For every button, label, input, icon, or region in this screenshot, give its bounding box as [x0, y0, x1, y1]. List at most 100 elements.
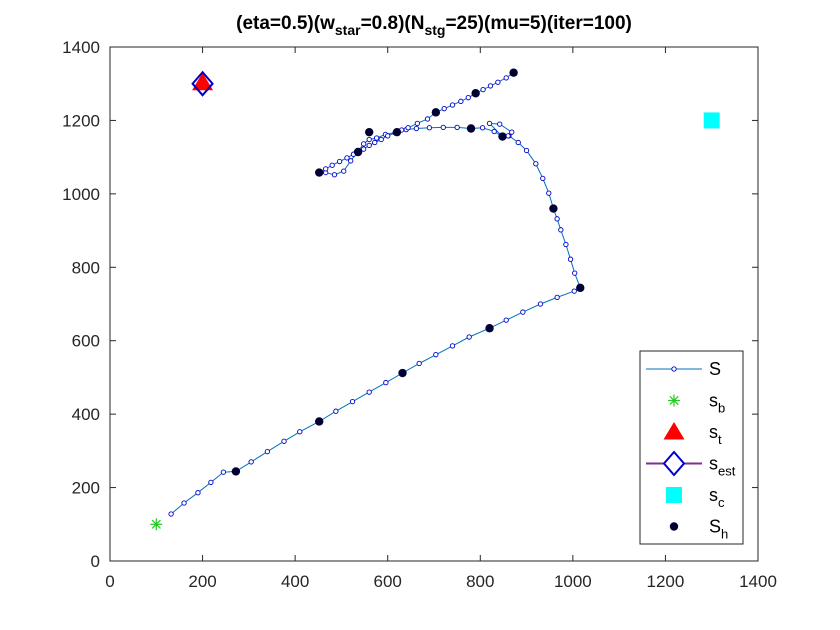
series-S-point — [360, 146, 367, 152]
series-S-point — [509, 129, 515, 135]
legend-label: sest — [709, 454, 736, 479]
series-S-point — [441, 106, 447, 112]
series-S-point — [426, 125, 433, 131]
series-S-point — [348, 158, 354, 164]
series-S-point — [413, 125, 420, 132]
y-tick-label: 600 — [72, 332, 100, 351]
series-S-point — [366, 142, 372, 149]
series-Sh-point — [466, 124, 476, 133]
series-S-point — [572, 270, 578, 276]
series-S-point — [466, 334, 472, 340]
y-tick-label: 0 — [91, 552, 100, 571]
series-Sh-point — [353, 147, 363, 157]
series-S-point — [495, 79, 501, 85]
series-S-point — [360, 141, 367, 147]
x-tick-label: 1400 — [739, 572, 777, 591]
series-S-point — [373, 135, 380, 141]
legend-label-subscript: b — [718, 401, 725, 416]
series-S-point — [540, 175, 546, 182]
series-S-point — [195, 490, 201, 496]
series-S-point — [491, 128, 497, 135]
series-Sh-point — [398, 368, 407, 378]
series-S-point — [323, 166, 329, 172]
series-S-point — [378, 136, 384, 143]
series-S-point — [366, 389, 372, 395]
series-Sh-point — [431, 108, 441, 117]
legend-label-main: s — [709, 485, 718, 505]
series-Sh-point — [365, 127, 374, 137]
legend-label: sb — [709, 391, 725, 416]
series-S-point — [554, 216, 560, 222]
series-S-point — [208, 479, 214, 486]
legend-item-s-c: sc — [666, 485, 725, 510]
legend-label-main: s — [709, 454, 718, 474]
y-tick-label: 1400 — [62, 38, 100, 57]
series-Sh-point — [315, 417, 324, 426]
series-Sh-point — [231, 467, 241, 476]
series-S-point — [372, 139, 378, 146]
series-S-point — [449, 102, 456, 108]
legend-box — [639, 350, 744, 545]
title-part: (eta=0.5)(w — [236, 13, 335, 34]
legend-label-main: s — [709, 422, 718, 442]
title-subscript: star — [335, 22, 361, 38]
series-S-point — [458, 98, 464, 104]
series-S-point — [297, 429, 303, 435]
legend-item-s-b: sb — [668, 391, 725, 416]
x-tick-label: 1200 — [647, 572, 685, 591]
y-tick-label: 400 — [72, 405, 100, 424]
x-tick-label: 600 — [374, 572, 402, 591]
series-S-point — [454, 124, 460, 131]
y-tick-label: 800 — [72, 258, 100, 277]
legend-label: st — [709, 422, 722, 447]
series-S-point — [546, 190, 552, 196]
legend-label-main: S — [709, 359, 721, 379]
series-S-point — [383, 379, 389, 386]
legend-marker-s-t — [663, 422, 685, 440]
series-S-point — [168, 511, 174, 517]
series-S-point — [405, 125, 411, 131]
series-S-point — [329, 162, 335, 168]
y-axis-ticks: 0 200 400 600 800 1000 1200 1400 — [62, 38, 758, 571]
x-tick-label: 0 — [105, 572, 114, 591]
title-part: =0.8)(N — [361, 13, 425, 34]
point-markers — [150, 70, 720, 531]
series-S-point — [264, 448, 271, 455]
legend-item-s-h: Sh — [669, 517, 728, 542]
legend-label: S — [709, 359, 721, 379]
series-Sh-point — [392, 127, 402, 137]
series-S-point — [416, 360, 422, 367]
marker-s-c — [703, 112, 720, 129]
legend-marker-s-c — [666, 487, 682, 503]
legend-label: Sh — [709, 517, 728, 542]
series-S-point — [333, 408, 339, 414]
series-S-point — [479, 125, 486, 131]
series-S-point — [281, 438, 287, 444]
legend-marker-s-h — [669, 522, 679, 531]
series-S-point — [181, 500, 187, 506]
trajectory-series — [168, 68, 585, 517]
title-part: =25)(mu=5)(iter=100) — [445, 13, 631, 34]
series-S-point — [433, 352, 439, 358]
legend-item-S: S — [646, 359, 721, 379]
series-S-point — [440, 124, 446, 131]
legend-label-subscript: c — [718, 495, 725, 510]
series-S-point — [558, 227, 564, 233]
series-S-point — [563, 241, 569, 248]
series-Sh-point — [485, 324, 494, 333]
legend-label-main: S — [709, 517, 721, 537]
legend-item-s-t: st — [663, 422, 722, 447]
series-S-point — [341, 168, 347, 174]
x-tick-label: 1000 — [554, 572, 592, 591]
series-S-point — [520, 309, 526, 315]
series-S-point — [503, 317, 509, 323]
x-tick-label: 400 — [281, 572, 309, 591]
series-S-point — [503, 75, 509, 81]
series-S-point — [487, 83, 494, 89]
legend-item-s-est: sest — [646, 450, 736, 479]
series-S-point — [349, 399, 356, 405]
series-S-point — [486, 120, 493, 127]
marker-s-b — [150, 518, 163, 531]
